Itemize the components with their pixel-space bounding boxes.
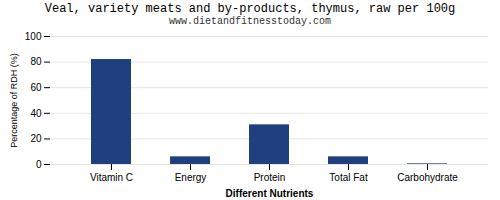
svg-text:Percentage of RDH (%): Percentage of RDH (%) [9,53,19,148]
svg-text:40: 40 [30,108,42,119]
svg-text:20: 20 [30,133,42,144]
svg-text:Carbohydrate: Carbohydrate [397,172,458,183]
html-text:Veal, variety meats and by-pro: Veal, variety meats and by-products, thy… [44,2,456,16]
html-text:www.dietandfitnesstoday.com: www.dietandfitnesstoday.com [169,16,331,27]
svg-text:0: 0 [36,159,42,170]
svg-text:Different Nutrients: Different Nutrients [226,188,314,199]
svg-text:60: 60 [30,82,42,93]
svg-text:Vitamin C: Vitamin C [90,172,133,183]
svg-text:Protein: Protein [254,172,286,183]
svg-text:100: 100 [25,31,42,42]
svg-text:Energy: Energy [175,172,207,183]
svg-text:Total Fat: Total Fat [329,172,368,183]
svg-text:80: 80 [30,56,42,67]
